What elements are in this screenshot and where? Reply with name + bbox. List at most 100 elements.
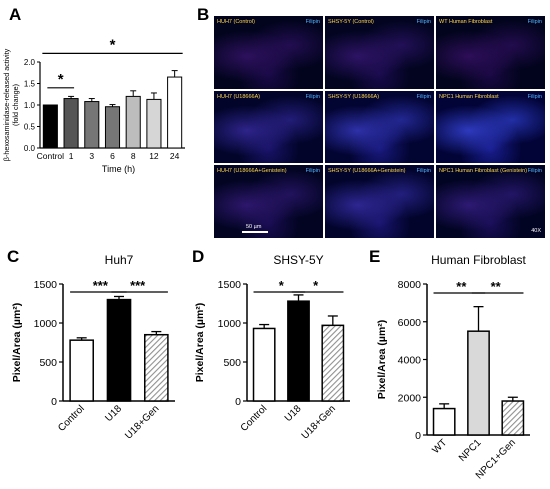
micro-cell-huh7-control: HUH7 (Control) Filipin	[214, 16, 323, 89]
y-axis-label: β-hexosaminidase-released activity	[2, 48, 11, 161]
x-tick-label: U18+Gen	[123, 403, 161, 441]
micro-cell-stain: Filipin	[416, 168, 431, 175]
bar	[104, 106, 121, 149]
micro-cell-huh7-u18-gen: HUH7 (U18666A+Genistein) Filipin 50 µm	[214, 165, 323, 238]
micro-cell-shsy-u18-gen: SHSY-5Y (U18666A+Genistein) Filipin	[325, 165, 434, 238]
y-axis-label: Pixel/Area (µm²)	[11, 303, 23, 383]
x-tick-label: 8	[131, 151, 136, 161]
bar	[42, 104, 58, 149]
y-tick-label: 500	[39, 357, 57, 369]
bar	[321, 324, 345, 402]
chart-title: Human Fibroblast	[431, 253, 526, 267]
micro-cell-title: HUH7 (U18666A+Genistein)	[217, 168, 287, 175]
significance-label: **	[491, 279, 502, 294]
y-tick-label: 2000	[398, 392, 422, 404]
x-tick-label: U18+Gen	[300, 403, 338, 441]
magnification-label: 40X	[531, 227, 541, 234]
micro-cell-stain: Filipin	[305, 19, 320, 25]
x-tick-label: WT	[431, 437, 450, 456]
y-tick-label: 0.0	[24, 144, 36, 153]
microscopy-grid: HUH7 (Control) Filipin SHSY-5Y (Control)…	[214, 16, 545, 238]
chart-e-fibroblast: Human Fibroblast Pixel/Area (µm²) 0 2000 400…	[376, 253, 530, 481]
panel-d-label: D	[192, 247, 205, 266]
y-tick-label: 2.0	[24, 58, 36, 67]
y-tick-label: 1000	[34, 318, 58, 330]
micro-cell-huh7-u18: HUH7 (U18666A) Filipin	[214, 90, 323, 164]
bar	[146, 98, 162, 149]
y-tick-label: 0	[415, 430, 421, 442]
chart-c-huh7: Huh7 Pixel/Area (µm²) 0 500 1000 1500 Control U…	[11, 253, 175, 442]
significance-label: *	[313, 278, 319, 293]
significance-label: ***	[130, 278, 146, 293]
significance-label: ***	[93, 278, 109, 293]
y-tick-label: 0	[51, 396, 57, 408]
x-tick-label: 12	[149, 151, 159, 161]
y-tick-label: 500	[223, 357, 241, 369]
micro-cell-title: SHSY-5Y (U18666A)	[328, 93, 380, 100]
y-tick-label: 1.0	[24, 101, 36, 110]
micro-cell-stain: Filipin	[527, 168, 542, 175]
micro-cell-stain: Filipin	[305, 168, 320, 175]
micro-cell-wt-fibroblast: WT Human Fibroblast Filipin	[436, 16, 545, 89]
significance-label: **	[456, 279, 467, 294]
bar	[144, 333, 169, 402]
y-axis-label-units: (fold change)	[11, 84, 20, 126]
y-tick-label: 4000	[398, 355, 422, 367]
x-tick-label: U18	[283, 403, 304, 424]
bar	[84, 101, 100, 149]
micro-cell-stain: Filipin	[527, 93, 542, 100]
micro-cell-npc1-fibroblast: NPC1 Human Fibroblast Filipin	[436, 90, 545, 164]
chart-title: SHSY-5Y	[273, 253, 323, 267]
x-tick-label: Control	[239, 403, 270, 434]
micro-cell-stain: Filipin	[305, 93, 320, 100]
bar	[167, 76, 183, 149]
x-tick-label: 24	[170, 151, 180, 161]
bar	[106, 298, 132, 402]
chart-title: Huh7	[105, 253, 134, 267]
y-tick-label: 0	[235, 396, 241, 408]
y-axis-label: Pixel/Area (µm²)	[194, 303, 206, 383]
micro-cell-stain: Filipin	[527, 19, 542, 25]
x-tick-label: 6	[110, 151, 115, 161]
significance-label: *	[279, 278, 285, 293]
micro-cell-title: NPC1 Human Fibroblast (Genistein)	[439, 168, 528, 175]
x-tick-label: U18	[103, 403, 124, 424]
bar	[63, 98, 79, 149]
chart-a-time-course: β-hexosaminidase-released activity (fold …	[2, 36, 185, 174]
micro-cell-title: HUH7 (Control)	[217, 19, 255, 25]
panel-a-label: A	[9, 5, 22, 24]
y-tick-label: 1.5	[24, 80, 36, 89]
x-axis-label: Time (h)	[102, 164, 135, 174]
micro-cell-title: WT Human Fibroblast	[439, 19, 493, 25]
y-axis-label: Pixel/Area (µm²)	[376, 320, 388, 400]
y-tick-label: 1500	[218, 279, 242, 291]
micro-cell-npc1-genistein: NPC1 Human Fibroblast (Genistein) Filipi…	[436, 165, 545, 238]
y-tick-label: 0.5	[24, 123, 36, 132]
panel-c-label: C	[7, 247, 20, 266]
bar	[125, 95, 141, 149]
y-tick-label: 1500	[34, 279, 58, 291]
scale-bar-label: 50 µm	[246, 223, 262, 230]
chart-d-shsy5y: SHSY-5Y Pixel/Area (µm²) 0 500 1000 1500 Contr…	[194, 253, 350, 442]
y-tick-label: 8000	[398, 279, 422, 291]
panel-e-label: E	[369, 247, 381, 266]
x-tick-label: 1	[69, 151, 74, 161]
bar	[467, 330, 490, 436]
bar	[287, 300, 310, 402]
x-tick-label: 3	[89, 151, 94, 161]
micro-cell-title: SHSY-5Y (Control)	[328, 19, 374, 25]
micro-cell-title: SHSY-5Y (U18666A+Genistein)	[328, 168, 406, 175]
significance-label: *	[58, 71, 64, 88]
micro-cell-shsy-control: SHSY-5Y (Control) Filipin	[325, 16, 434, 89]
significance-label: *	[110, 36, 116, 53]
micro-cell-stain: Filipin	[416, 93, 431, 100]
micro-cell-title: NPC1 Human Fibroblast	[439, 93, 499, 100]
panel-b-label: B	[197, 5, 210, 24]
micro-cell-shsy-u18: SHSY-5Y (U18666A) Filipin	[325, 90, 434, 164]
scale-bar	[242, 230, 268, 233]
bar	[501, 400, 525, 436]
y-tick-label: 1000	[218, 318, 242, 330]
y-tick-label: 6000	[398, 317, 422, 329]
bar	[69, 339, 94, 402]
x-tick-label: NPC1	[457, 437, 484, 464]
